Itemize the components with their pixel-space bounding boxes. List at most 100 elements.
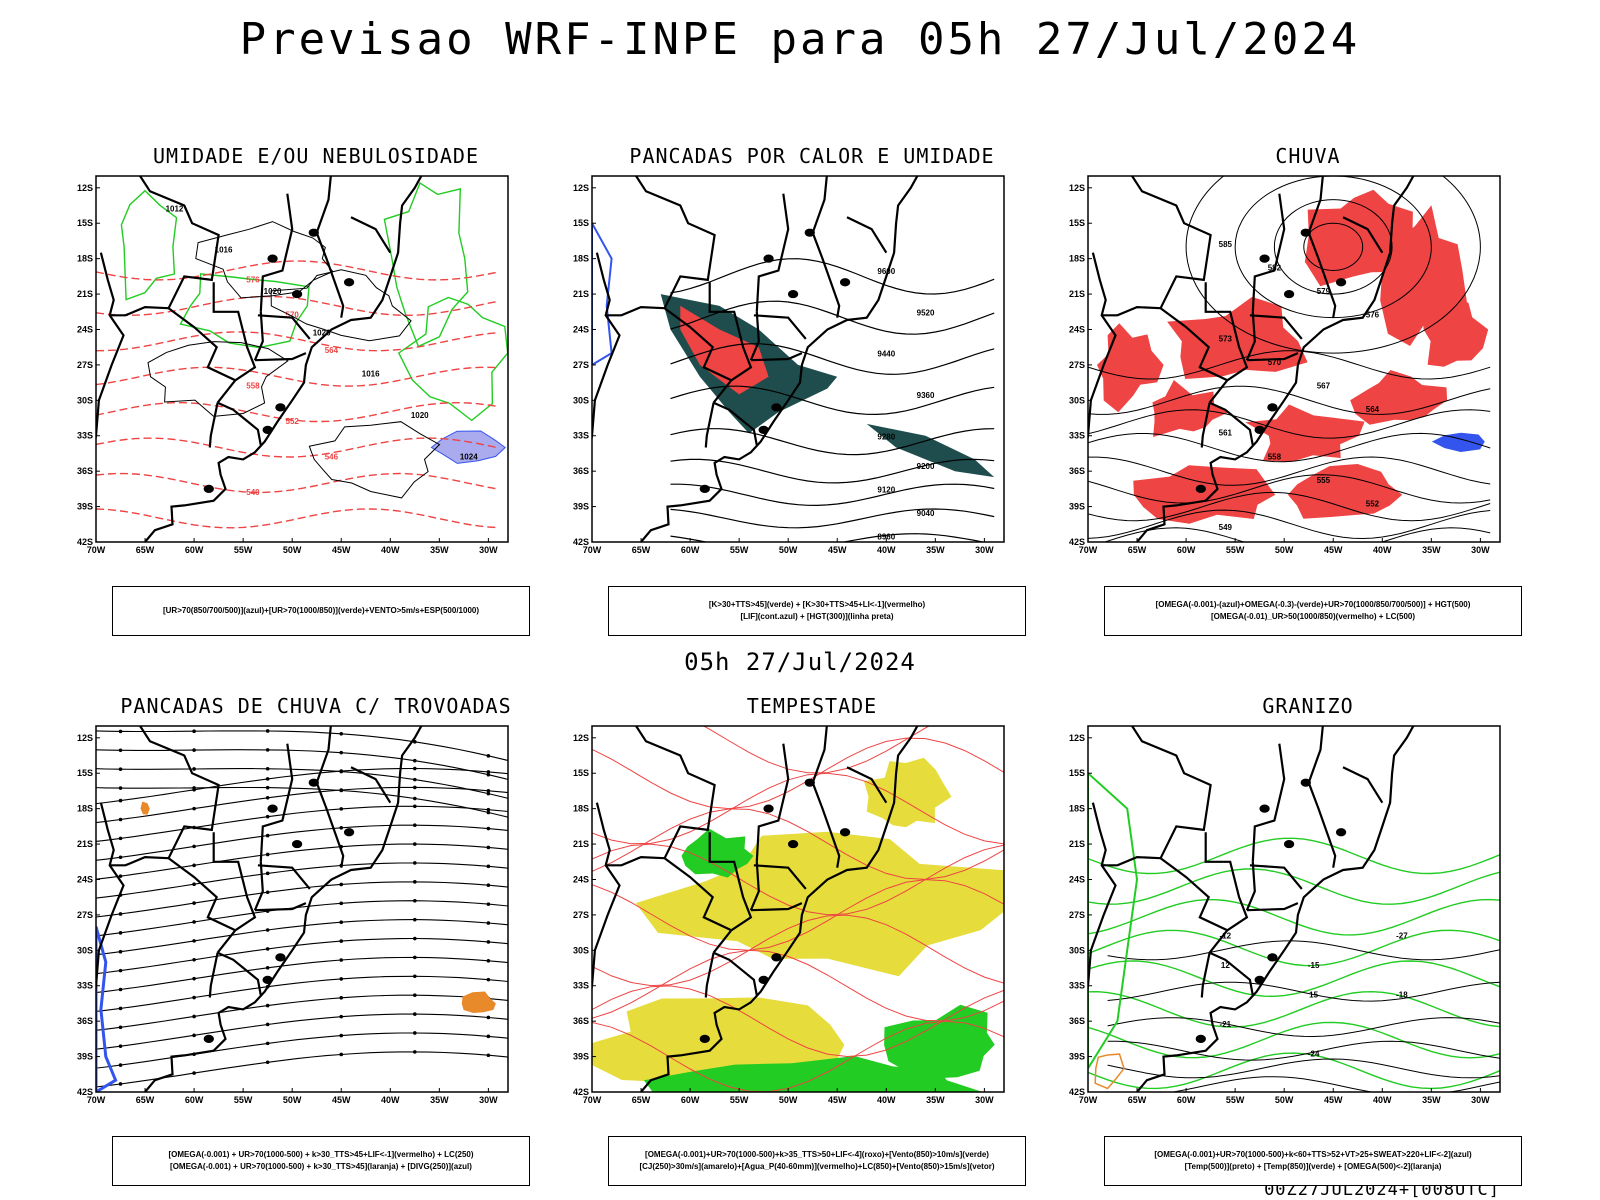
- streamline-arrow: [413, 766, 417, 771]
- lon-tick-label: 60W: [185, 545, 204, 555]
- panel-legend: [OMEGA(-0.001)-(azul)+OMEGA(-0.3)-(verde…: [1104, 586, 1522, 636]
- divergence-blue-area: [96, 926, 118, 1092]
- streamline-arrow: [413, 785, 417, 790]
- border-line: [635, 176, 716, 309]
- streamline-arrow: [413, 1050, 417, 1054]
- legend-line-2: [OMEGA(-0.001) + UR>70(1000-500) + k>30_…: [170, 1162, 472, 1171]
- streamline-arrow: [118, 874, 123, 878]
- geography: [592, 726, 919, 1092]
- lif-blue-contour: [592, 221, 613, 367]
- lon-tick-label: 45W: [1324, 1095, 1343, 1105]
- map-frame: [1088, 726, 1500, 1092]
- lon-tick-label: 45W: [828, 545, 847, 555]
- contour-label: 15: [1309, 991, 1318, 1000]
- streamline-850: [592, 772, 1004, 845]
- streamline-arrow: [265, 890, 270, 895]
- lat-tick-label: 36S: [1069, 466, 1085, 476]
- border-line: [755, 193, 790, 312]
- height-contour: [1103, 527, 1491, 542]
- contour-label: 9200: [917, 462, 935, 471]
- streamline-arrow: [265, 928, 270, 932]
- lon-tick-label: 55W: [234, 545, 253, 555]
- lake: [291, 839, 303, 849]
- lat-tick-label: 15S: [1069, 768, 1085, 778]
- geography: [1088, 176, 1415, 542]
- height-contour: [1088, 474, 1491, 504]
- contour-label: 1020: [411, 411, 429, 420]
- contour-label: 552: [1366, 500, 1380, 509]
- temp850-contour: [1088, 1021, 1500, 1059]
- map-pancadas-calor: 96009520944093609280920091209040896012S1…: [573, 175, 1005, 555]
- temp500-contour: [1107, 1017, 1500, 1038]
- streamline: [96, 786, 508, 818]
- lat-tick-label: 12S: [573, 733, 589, 743]
- lon-tick-label: 45W: [332, 1095, 351, 1105]
- border-line: [259, 743, 294, 862]
- streamline: [96, 1032, 508, 1069]
- thickness-contour: [96, 437, 499, 458]
- map-border: [591, 175, 1005, 543]
- legend-line-1: [OMEGA(-0.001)+UR>70(1000-500)+k<60+TTS>…: [1154, 1150, 1472, 1159]
- streamline-arrow: [413, 917, 417, 922]
- lon-tick-label: 30W: [479, 545, 498, 555]
- streamline-arrow: [486, 788, 491, 793]
- streamline-arrow: [486, 1015, 491, 1020]
- legend-line-1: [OMEGA(-0.001)-(azul)+OMEGA(-0.3)-(verde…: [1155, 600, 1471, 609]
- border-line: [1204, 832, 1249, 954]
- height-contour: [1088, 432, 1491, 463]
- lake: [1254, 425, 1265, 434]
- border-line: [254, 902, 307, 912]
- streamline-arrow: [118, 729, 123, 734]
- lon-tick-label: 35W: [430, 1095, 449, 1105]
- streamline-arrow: [413, 758, 417, 763]
- streamline-arrow: [118, 987, 123, 992]
- streamline: [96, 824, 508, 861]
- lat-tick-label: 39S: [573, 502, 589, 512]
- lat-tick-label: 39S: [1069, 1052, 1085, 1062]
- contour-label: -21: [1220, 1020, 1232, 1029]
- border-line: [1209, 401, 1254, 446]
- lon-tick-label: 70W: [87, 545, 106, 555]
- contour-label: 1012: [166, 204, 184, 213]
- streamline-arrow: [265, 1022, 270, 1027]
- contour-label: 1016: [215, 246, 233, 255]
- data-layer: 576 570 564 558 552 546 540 1012 1016 1020 1020 101…: [96, 176, 508, 542]
- rain-red-area: [1422, 289, 1489, 367]
- border-line: [1101, 305, 1161, 317]
- panel-tempestade: TEMPESTADE 12S 15S 18S 21S 24S 27S 30S 33S 36S 39…: [572, 694, 1052, 1186]
- streamline-arrow: [486, 807, 491, 812]
- border-line: [1342, 766, 1384, 804]
- streamline-arrow: [118, 1063, 123, 1067]
- lat-tick-label: 15S: [1069, 218, 1085, 228]
- isobar: [270, 269, 412, 342]
- lat-tick-label: 30S: [573, 395, 589, 405]
- border-line: [663, 307, 732, 382]
- streamline-arrow: [339, 958, 344, 962]
- panel-legend: [OMEGA(-0.001) + UR>70(1000-500) + k>30_…: [112, 1136, 530, 1186]
- map-granizo: -12 -15 -18 -21 -24 -27 12 15 12S 15S 18S 21S 24S 27S…: [1069, 725, 1501, 1105]
- hgt-contour: [670, 343, 995, 375]
- streamline-arrow: [265, 777, 270, 781]
- streamline: [96, 937, 508, 975]
- lon-tick-label: 40W: [381, 545, 400, 555]
- map-background: [592, 176, 1004, 542]
- lon-tick-label: 50W: [779, 545, 798, 555]
- streamline-arrow: [192, 901, 196, 905]
- streamline-arrow: [118, 748, 123, 753]
- geography: [96, 726, 423, 1092]
- lat-tick-label: 39S: [573, 1052, 589, 1062]
- lake: [267, 254, 278, 263]
- streamline-arrow: [339, 995, 344, 1000]
- lon-tick-label: 45W: [332, 545, 351, 555]
- lon-tick-label: 70W: [1079, 545, 1098, 555]
- border-line: [139, 726, 220, 859]
- legend-line-1: [K>30+TTS>45](verde) + [K>30+TTS>45+LI<-…: [708, 600, 926, 609]
- lon-tick-label: 40W: [381, 1095, 400, 1105]
- lat-tick-label: 30S: [573, 945, 589, 955]
- jet-yellow-area: [863, 757, 952, 828]
- lake: [787, 289, 799, 299]
- lat-tick-label: 42S: [77, 1087, 93, 1097]
- hgt-contour: [670, 385, 995, 416]
- lat-tick-label: 33S: [573, 431, 589, 441]
- border-line: [663, 857, 732, 932]
